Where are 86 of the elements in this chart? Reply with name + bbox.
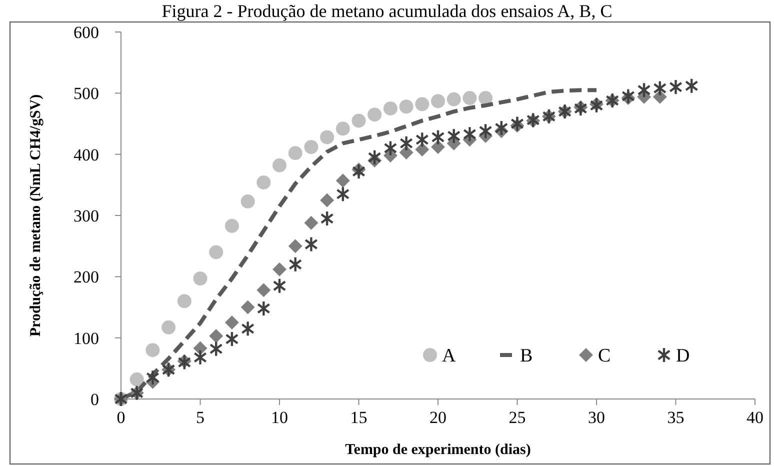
- point: [684, 78, 698, 94]
- point: [400, 135, 413, 152]
- point: [304, 236, 318, 252]
- point: [368, 108, 382, 122]
- point: [272, 278, 286, 294]
- point: [288, 146, 302, 160]
- point: [256, 175, 271, 190]
- legend-label: B: [520, 346, 533, 367]
- point: [320, 193, 334, 208]
- point: [320, 130, 334, 144]
- point: [336, 122, 350, 136]
- point: [288, 239, 302, 254]
- point: [415, 97, 430, 112]
- point: [447, 128, 461, 144]
- legend-label: C: [598, 346, 611, 367]
- point: [224, 218, 239, 233]
- point: [463, 126, 476, 142]
- y-tick-label: 300: [74, 206, 99, 226]
- point: [415, 132, 429, 148]
- x-tick-label: 5: [196, 408, 204, 427]
- point: [240, 300, 255, 314]
- point: [637, 82, 651, 98]
- point: [272, 158, 286, 172]
- point: [653, 80, 667, 96]
- point: [288, 256, 302, 273]
- point: [272, 262, 286, 276]
- point: [368, 149, 382, 166]
- point: [352, 114, 366, 128]
- point: [177, 294, 192, 308]
- point: [510, 116, 524, 132]
- x-tick-label: 20: [430, 408, 446, 427]
- point: [336, 186, 350, 202]
- y-axis-title: Produção de metano (NmL CH4/gSV): [28, 94, 44, 337]
- x-tick-label: 25: [508, 408, 526, 427]
- y-tick-label: 400: [74, 145, 99, 164]
- point: [209, 245, 224, 260]
- x-tick-label: 15: [350, 408, 368, 427]
- point: [224, 316, 239, 330]
- y-tick-label: 100: [74, 328, 99, 348]
- point: [431, 140, 445, 154]
- point: [209, 340, 223, 357]
- point: [146, 369, 160, 386]
- point: [669, 78, 682, 96]
- point: [383, 101, 398, 116]
- x-tick-label: 40: [746, 408, 764, 427]
- point: [194, 349, 207, 366]
- point: [399, 100, 414, 114]
- chart-title: Figura 2 - Produção de metano acumulada dos ensaios A, B, C: [162, 1, 612, 21]
- x-tick-label: 0: [116, 408, 126, 427]
- point: [478, 91, 493, 106]
- point: [256, 283, 271, 298]
- x-tick-label: 35: [667, 408, 684, 427]
- x-tick-label: 30: [588, 408, 605, 427]
- point: [336, 174, 350, 188]
- point: [130, 372, 144, 386]
- y-tick-label: 600: [74, 22, 99, 42]
- point: [304, 216, 318, 230]
- point: [478, 122, 492, 140]
- point: [446, 92, 461, 106]
- x-axis-title: Tempo de experimento (dias): [345, 442, 531, 458]
- point: [146, 343, 160, 358]
- point: [193, 272, 208, 286]
- point: [320, 210, 334, 227]
- point: [494, 120, 508, 136]
- y-tick-label: 200: [74, 268, 99, 287]
- point: [162, 320, 176, 334]
- point: [384, 140, 398, 156]
- point: [209, 329, 224, 343]
- point: [241, 320, 254, 337]
- point: [352, 163, 366, 180]
- point: [574, 100, 588, 117]
- point: [304, 140, 318, 154]
- point: [622, 88, 635, 104]
- point: [225, 330, 239, 348]
- point: [193, 341, 208, 356]
- y-tick-label: 0: [90, 390, 99, 409]
- point: [431, 94, 445, 108]
- point: [240, 194, 255, 208]
- point: [256, 300, 270, 317]
- legend-label: D: [676, 346, 690, 367]
- legend-label: A: [442, 346, 456, 367]
- y-tick-label: 500: [74, 84, 99, 104]
- point: [415, 142, 430, 156]
- point: [431, 129, 445, 146]
- point: [462, 91, 477, 106]
- x-tick-label: 10: [271, 408, 288, 427]
